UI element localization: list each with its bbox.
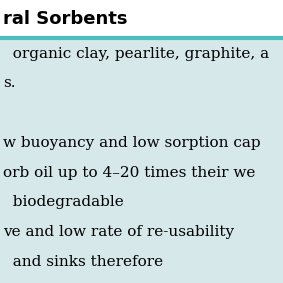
Text: orb oil up to 4–20 times their we: orb oil up to 4–20 times their we	[3, 166, 255, 179]
Text: biodegradable: biodegradable	[3, 195, 124, 209]
Text: and sinks therefore: and sinks therefore	[3, 255, 163, 269]
Text: organic clay, pearlite, graphite, a: organic clay, pearlite, graphite, a	[3, 47, 269, 61]
Bar	[0, 0, 283, 38]
Text: ve and low rate of re-usability: ve and low rate of re-usability	[3, 225, 234, 239]
Text: w buoyancy and low sorption cap: w buoyancy and low sorption cap	[3, 136, 260, 150]
Text: ral Sorbents: ral Sorbents	[3, 10, 127, 28]
Text: s.: s.	[3, 76, 15, 90]
Bar	[0, 38, 283, 283]
